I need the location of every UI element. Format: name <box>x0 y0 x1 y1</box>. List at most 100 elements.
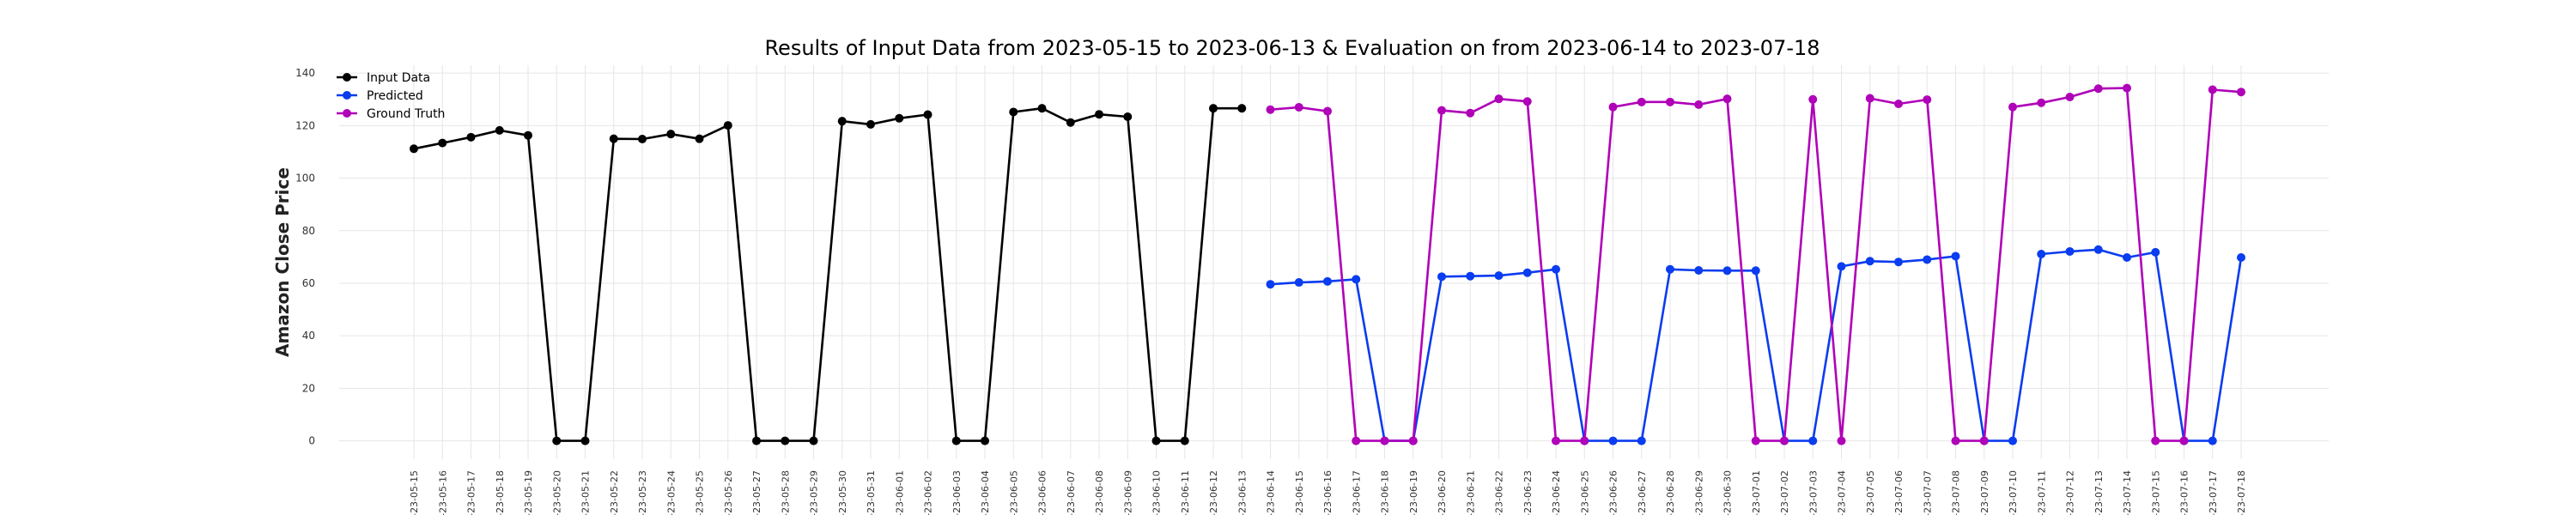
x-tick-label: -23-06-12 <box>1208 470 1219 515</box>
x-tick-label: -23-07-18 <box>2236 470 2247 515</box>
x-tick-label: -23-06-22 <box>1494 470 1505 515</box>
data-point <box>1894 258 1903 267</box>
data-point <box>1808 436 1818 445</box>
x-tick-label: -23-05-15 <box>409 470 420 515</box>
data-point <box>1552 264 1560 274</box>
x-tick-label: -23-06-28 <box>1665 470 1676 515</box>
x-tick-label: -23-05-26 <box>723 470 734 515</box>
x-tick-label: -23-05-29 <box>809 470 820 515</box>
x-tick-label: -23-05-24 <box>665 470 677 515</box>
data-point <box>2208 85 2217 94</box>
x-tick-label: -23-07-17 <box>2208 470 2219 515</box>
data-point <box>1352 275 1361 284</box>
x-tick-label: -23-05-20 <box>551 470 562 515</box>
data-point <box>1408 436 1418 445</box>
x-tick-label: -23-06-07 <box>1066 470 1077 515</box>
data-point <box>1923 95 1932 105</box>
data-point <box>1951 436 1960 445</box>
data-point <box>2237 252 2245 262</box>
data-point <box>951 436 961 445</box>
legend-marker <box>343 73 351 82</box>
data-point <box>2123 83 2131 93</box>
series-line <box>413 106 1242 442</box>
data-point <box>1666 264 1674 274</box>
data-point <box>495 125 504 135</box>
y-tick-label: 80 <box>302 225 315 237</box>
data-point <box>1123 112 1133 121</box>
data-point <box>1266 105 1275 114</box>
data-point <box>580 436 590 445</box>
x-tick-label: -23-07-14 <box>2122 470 2133 515</box>
data-point <box>1437 106 1446 115</box>
data-point <box>866 119 875 129</box>
data-point <box>1865 257 1874 266</box>
data-point <box>695 134 704 143</box>
x-tick-label: -23-06-26 <box>1608 470 1619 515</box>
series-layer <box>410 83 2245 445</box>
x-tick-label: -23-07-03 <box>1807 470 1819 515</box>
y-tick-label: 120 <box>295 119 315 131</box>
x-tick-label: -23-06-15 <box>1294 470 1305 515</box>
data-point <box>1951 251 1960 261</box>
x-tick-label: -23-06-11 <box>1180 470 1191 515</box>
data-point <box>1323 276 1332 286</box>
x-tick-label: -23-06-24 <box>1551 470 1562 515</box>
x-tick-label: -23-06-10 <box>1151 470 1163 515</box>
legend: Input Data Predicted Ground Truth <box>337 71 445 121</box>
data-point <box>752 436 761 445</box>
x-tick-label: -23-07-04 <box>1837 470 1848 515</box>
data-point <box>1095 110 1103 119</box>
data-point <box>1722 266 1732 276</box>
y-tick-label: 40 <box>302 330 315 342</box>
data-point <box>1694 100 1704 109</box>
data-point <box>1437 272 1446 282</box>
x-tick-label: -23-07-01 <box>1751 470 1762 515</box>
x-tick-label: -23-05-28 <box>780 470 791 515</box>
x-tick-label: -23-06-20 <box>1437 470 1448 515</box>
data-point <box>2237 88 2245 97</box>
x-tick-label: -23-06-27 <box>1637 470 1648 515</box>
data-point <box>895 113 904 123</box>
x-tick-label: -23-07-10 <box>2008 470 2019 515</box>
data-point <box>1522 97 1532 106</box>
data-point <box>1637 436 1646 445</box>
y-tick-label: 100 <box>295 173 315 185</box>
data-point <box>1151 436 1161 445</box>
data-point <box>466 132 476 142</box>
x-tick-label: -23-06-13 <box>1236 470 1248 515</box>
data-point <box>666 130 676 139</box>
x-tick-label: -23-05-21 <box>580 470 592 515</box>
data-point <box>1666 97 1674 106</box>
x-tick-label: -23-06-05 <box>1008 470 1019 515</box>
chart-title: Results of Input Data from 2023-05-15 to… <box>764 36 1820 60</box>
data-point <box>1066 118 1075 127</box>
data-point <box>837 117 847 126</box>
x-tick-label: -23-06-18 <box>1380 470 1391 515</box>
x-tick-label: -23-07-06 <box>1893 470 1905 515</box>
data-point <box>1894 99 1903 108</box>
data-point <box>2037 250 2046 259</box>
data-point <box>2151 247 2160 257</box>
data-point <box>1751 436 1760 445</box>
x-tick-label: -23-05-18 <box>495 470 506 515</box>
x-tick-label: -23-06-30 <box>1722 470 1734 515</box>
data-point <box>1209 104 1218 113</box>
data-point <box>1780 436 1789 445</box>
x-tick-label: -23-06-01 <box>894 470 905 515</box>
data-point <box>1466 108 1475 118</box>
data-point <box>2065 93 2075 102</box>
data-point <box>1637 97 1646 106</box>
data-point <box>1722 94 1732 104</box>
x-tick-label: -23-06-02 <box>923 470 934 515</box>
data-point <box>809 436 818 445</box>
x-tick-label: -23-07-09 <box>1979 470 1990 515</box>
data-point <box>1923 255 1932 264</box>
data-point <box>410 144 418 154</box>
data-point <box>1522 268 1532 277</box>
series-2 <box>1266 83 2245 445</box>
data-point <box>1552 436 1560 445</box>
legend-label: Ground Truth <box>367 107 445 121</box>
x-tick-label: -23-05-25 <box>695 470 706 515</box>
data-point <box>1294 278 1303 288</box>
